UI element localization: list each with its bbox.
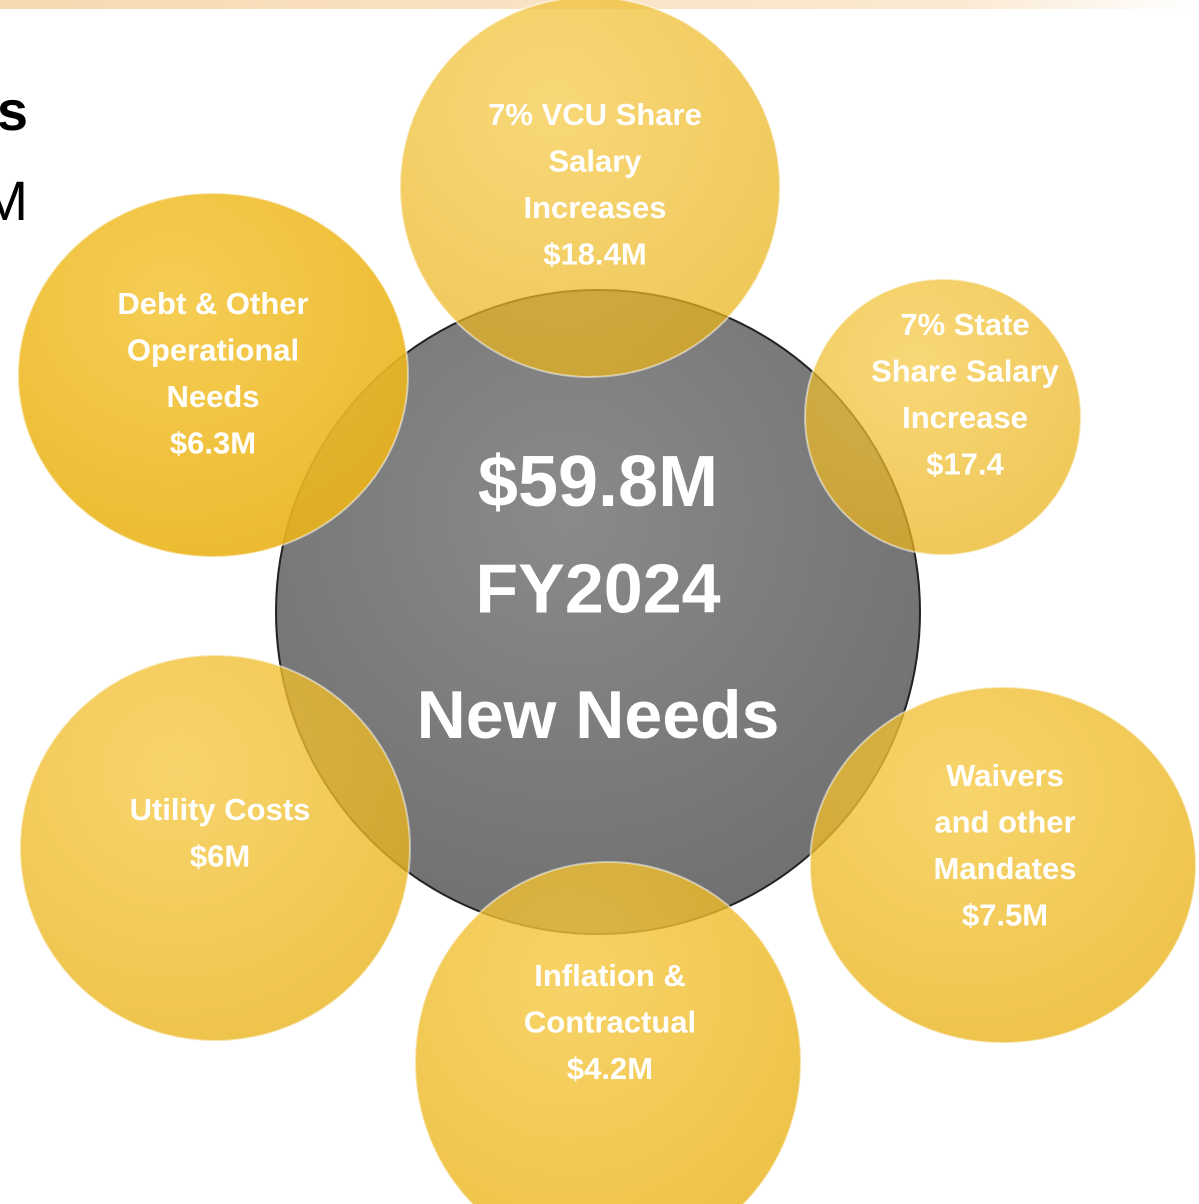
node-circle [399, 0, 781, 378]
center-line: New Needs [417, 677, 780, 753]
node-label: $6.3M [170, 426, 256, 461]
node-label: Inflation & [534, 958, 686, 993]
node-label: $4.2M [567, 1051, 653, 1086]
node-label: Operational [127, 333, 299, 368]
center-label: $59.8M FY2024 New Needs [417, 442, 780, 753]
node-label: Utility Costs [130, 792, 311, 827]
node-label: Share Salary [871, 354, 1060, 389]
node-circle [809, 686, 1197, 1044]
node-label: Waivers [946, 758, 1064, 793]
node-label: $18.4M [543, 237, 646, 272]
node-label: $6M [190, 839, 250, 874]
node-circle [19, 654, 411, 1042]
center-line: $59.8M [478, 442, 718, 522]
node-label: Increase [902, 400, 1028, 435]
cropped-text: M [0, 169, 28, 232]
node-label: 7% State [900, 307, 1029, 342]
node-label: Mandates [934, 851, 1077, 886]
node-circle [17, 192, 409, 558]
node-label: Contractual [524, 1005, 696, 1040]
node-label: Needs [166, 379, 259, 414]
node-label: $7.5M [962, 898, 1048, 933]
node-circle [804, 278, 1082, 556]
node-label: Debt & Other [117, 286, 308, 321]
node-circle [414, 861, 802, 1204]
center-line: FY2024 [475, 549, 720, 627]
cropped-heading: s [0, 79, 28, 142]
node-label: Increases [523, 190, 666, 225]
node-label: and other [934, 805, 1075, 840]
node-label: Salary [548, 144, 642, 179]
nodes: 7% VCU Share Salary Increases $18.4M 7% Stat… [17, 0, 1197, 1204]
node-label: $17.4 [926, 447, 1004, 482]
node-label: 7% VCU Share [488, 97, 702, 132]
